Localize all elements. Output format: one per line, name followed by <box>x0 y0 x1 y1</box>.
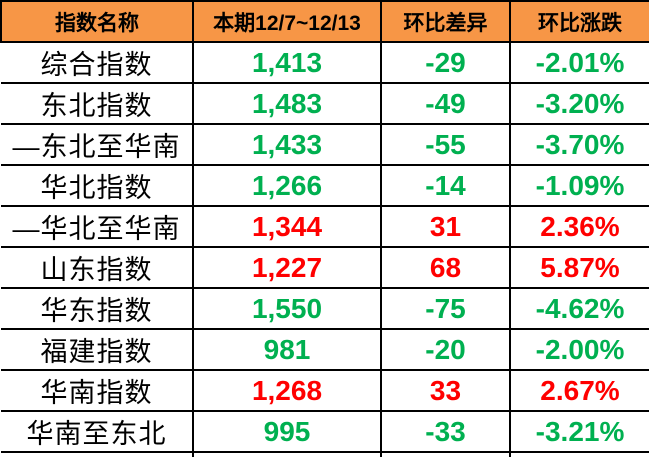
index-name-cell: 华东指数 <box>1 287 194 330</box>
table-row: 东北指数 1,483 -49 -3.20% <box>1 82 649 125</box>
current-value-cell: 1,433 <box>192 123 382 166</box>
index-name-cell: 华南指数 <box>1 369 194 412</box>
header-cell-current-period: 本期12/7~12/13 <box>192 0 382 43</box>
index-name-cell: 华南至东北 <box>1 410 194 453</box>
table-row: 华北指数 1,266 -14 -1.09% <box>1 164 649 207</box>
table-row: —华北至华南 1,344 31 2.36% <box>1 205 649 248</box>
table-row: 福建指数 981 -20 -2.00% <box>1 328 649 371</box>
diff-cell: 68 <box>380 246 511 289</box>
diff-cell: -75 <box>380 287 511 330</box>
current-value-cell: 1,344 <box>192 205 382 248</box>
index-name-cell: 华南至华北 <box>1 451 194 457</box>
current-value-cell: 1,268 <box>192 369 382 412</box>
header-row: 指数名称 本期12/7~12/13 环比差异 环比涨跌 <box>0 0 649 43</box>
table-row: 华南至东北 995 -33 -3.21% <box>1 410 649 453</box>
index-name-cell: 东北指数 <box>1 82 194 125</box>
diff-cell: -14 <box>380 164 511 207</box>
pct-cell: 5.87% <box>509 246 649 289</box>
header-cell-change-pct: 环比涨跌 <box>509 0 649 43</box>
index-name-cell: —华北至华南 <box>1 205 194 248</box>
pct-cell: -1.09% <box>509 164 649 207</box>
current-value-cell: 1,483 <box>192 82 382 125</box>
current-value-cell: 1,348 <box>192 451 382 457</box>
current-value-cell: 981 <box>192 328 382 371</box>
table-row: —东北至华南 1,433 -55 -3.70% <box>1 123 649 166</box>
header-cell-diff: 环比差异 <box>380 0 511 43</box>
current-value-cell: 1,266 <box>192 164 382 207</box>
current-value-cell: 1,550 <box>192 287 382 330</box>
diff-cell: -29 <box>380 41 511 84</box>
table-row: 综合指数 1,413 -29 -2.01% <box>1 41 649 84</box>
diff-cell: -49 <box>380 82 511 125</box>
pct-cell: -3.70% <box>509 123 649 166</box>
table-row: 山东指数 1,227 68 5.87% <box>1 246 649 289</box>
pct-cell: -3.20% <box>509 82 649 125</box>
current-value-cell: 1,413 <box>192 41 382 84</box>
current-value-cell: 995 <box>192 410 382 453</box>
index-name-cell: 综合指数 <box>1 41 194 84</box>
table-row: 华东指数 1,550 -75 -4.62% <box>1 287 649 330</box>
pct-cell: -4.62% <box>509 287 649 330</box>
diff-cell: -20 <box>380 451 511 457</box>
header-cell-index-name: 指数名称 <box>0 0 194 43</box>
diff-cell: 33 <box>380 369 511 412</box>
current-value-cell: 1,227 <box>192 246 382 289</box>
pct-cell: -2.01% <box>509 41 649 84</box>
diff-cell: -55 <box>380 123 511 166</box>
table-row: 华南指数 1,268 33 2.67% <box>1 369 649 412</box>
pct-cell: -2.00% <box>509 328 649 371</box>
index-name-cell: 华北指数 <box>1 164 194 207</box>
pct-cell: 2.67% <box>509 369 649 412</box>
diff-cell: 31 <box>380 205 511 248</box>
index-name-cell: —东北至华南 <box>1 123 194 166</box>
diff-cell: -33 <box>380 410 511 453</box>
pct-cell: -1.46% <box>509 451 649 457</box>
pct-cell: 2.36% <box>509 205 649 248</box>
index-name-cell: 福建指数 <box>1 328 194 371</box>
diff-cell: -20 <box>380 328 511 371</box>
table-row: 华南至华北 1,348 -20 -1.46% <box>1 451 649 457</box>
pct-cell: -3.21% <box>509 410 649 453</box>
index-name-cell: 山东指数 <box>1 246 194 289</box>
